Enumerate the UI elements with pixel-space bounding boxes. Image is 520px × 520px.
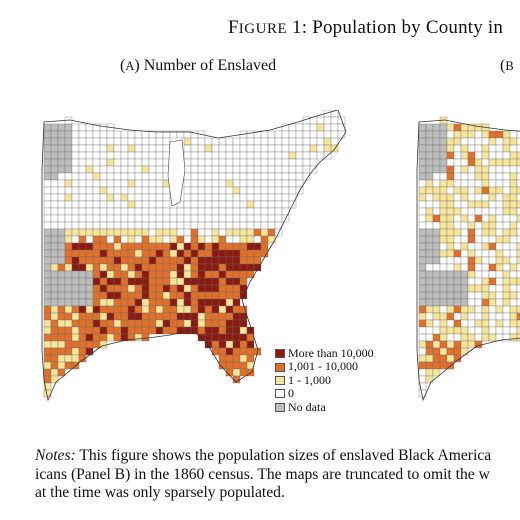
legend-swatch <box>275 402 285 412</box>
legend-item-no-data: No data <box>275 400 374 414</box>
figure-notes: Notes: This figure shows the population … <box>35 447 520 503</box>
panel-b-title: (B <box>500 57 514 74</box>
notes-label: Notes: <box>35 447 76 464</box>
notes-line-1: This figure shows the population sizes o… <box>75 447 492 464</box>
notes-line-3: at the time was only sparsely populated. <box>35 484 285 502</box>
legend-item-1-1000: 1 - 1,000 <box>275 373 374 387</box>
legend-swatch <box>275 349 285 359</box>
panel-a-title: (A) Number of Enslaved <box>120 57 277 74</box>
panel-b-county-map <box>416 116 520 402</box>
notes-line-2: icans (Panel B) in the 1860 census. The … <box>35 465 490 483</box>
legend-item-over-10000: More than 10,000 <box>275 346 374 360</box>
legend-swatch <box>275 389 285 399</box>
map-legend: More than 10,000 1,001 - 10,000 1 - 1,00… <box>275 346 374 414</box>
figure-title: FIGURE 1: Population by County in <box>228 17 504 38</box>
legend-item-1001-10000: 1,001 - 10,000 <box>275 359 374 373</box>
legend-swatch <box>275 376 285 386</box>
legend-item-zero: 0 <box>275 386 374 400</box>
legend-swatch <box>275 362 285 372</box>
panel-a-county-map <box>41 110 347 402</box>
